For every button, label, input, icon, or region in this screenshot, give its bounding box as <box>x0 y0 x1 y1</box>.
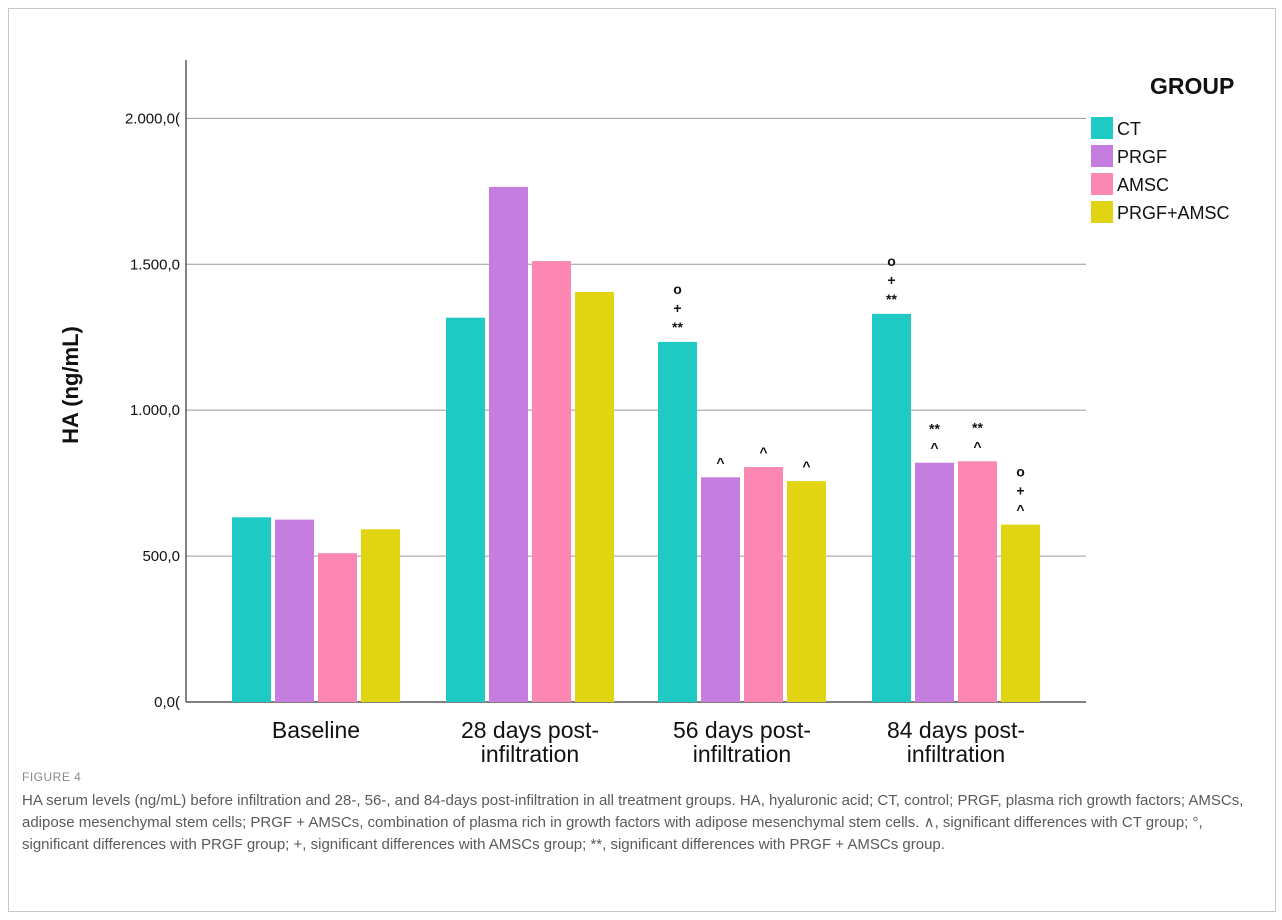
y-tick-label: 500,0 <box>142 548 180 565</box>
bar-prgf-amsc <box>575 291 614 702</box>
significance-mark: + <box>673 300 681 316</box>
figure-frame <box>8 8 1276 912</box>
figure-caption: FIGURE 4 HA serum levels (ng/mL) before … <box>22 770 1262 856</box>
bar-chart: 0,0(500,01.000,01.500,02.000,0( o+**^^^o… <box>58 60 1234 767</box>
category-label: 84 days post- <box>887 717 1025 743</box>
significance-mark: ** <box>972 419 983 435</box>
significance-mark: + <box>887 272 895 288</box>
category-label: 56 days post- <box>673 717 811 743</box>
bar-prgf-amsc <box>787 481 826 702</box>
legend-swatch <box>1091 173 1113 195</box>
legend: GROUP CT PRGF AMSC PRGF+AMSC <box>1091 73 1234 223</box>
significance-mark: o <box>673 281 682 297</box>
figure-label: FIGURE 4 <box>22 770 82 784</box>
figure-caption-text: HA serum levels (ng/mL) before infiltrat… <box>22 792 1244 853</box>
legend-entry-label: PRGF+AMSC <box>1117 203 1230 223</box>
category-label: infiltration <box>907 741 1005 767</box>
bar-amsc <box>318 553 357 702</box>
y-tick-label: 1.500,0 <box>130 256 180 273</box>
bar-ct <box>232 517 271 702</box>
category-label: infiltration <box>481 741 579 767</box>
significance-marks: o + ** ^ ^ ^ o + ** ** ^ ** ^ o + ^ <box>672 253 1025 518</box>
y-tick-labels: 0,0( 500,0 1.000,0 1.500,0 2.000,0( <box>125 110 180 711</box>
significance-mark: ^ <box>973 438 981 454</box>
category-label: infiltration <box>693 741 791 767</box>
bar-prgf <box>915 462 954 702</box>
significance-mark: ** <box>929 421 940 437</box>
legend-entry-label: CT <box>1117 119 1141 139</box>
significance-mark: ^ <box>930 440 938 456</box>
legend-swatch <box>1091 117 1113 139</box>
bar-ct <box>658 341 697 702</box>
bar-prgf <box>701 477 740 702</box>
category-label: Baseline <box>272 717 360 743</box>
significance-mark: ** <box>672 319 683 335</box>
bar-prgf-amsc <box>361 529 400 702</box>
significance-mark: o <box>1016 464 1025 480</box>
bar-amsc <box>744 467 783 702</box>
bar-ct <box>872 313 911 702</box>
y-tick-label: 0,0( <box>154 694 180 711</box>
y-axis-label: HA (ng/mL) <box>58 326 83 444</box>
legend-title: GROUP <box>1150 73 1234 99</box>
significance-mark: ^ <box>1016 502 1024 518</box>
significance-mark: ** <box>886 291 897 307</box>
legend-entry-label: AMSC <box>1117 175 1169 195</box>
bar-prgf <box>275 519 314 702</box>
bar-prgf <box>489 186 528 702</box>
significance-mark: ^ <box>759 444 767 460</box>
legend-entry-label: PRGF <box>1117 147 1167 167</box>
significance-mark: ^ <box>802 458 810 474</box>
y-tick-label: 2.000,0( <box>125 110 180 127</box>
significance-mark: ^ <box>716 454 724 470</box>
legend-swatch <box>1091 201 1113 223</box>
bar-amsc <box>532 261 571 702</box>
bar-prgf-amsc <box>1001 524 1040 702</box>
bar-ct <box>446 317 485 702</box>
significance-mark: + <box>1016 483 1024 499</box>
y-tick-label: 1.000,0 <box>130 402 180 419</box>
bar-amsc <box>958 461 997 702</box>
bars <box>232 186 1040 702</box>
legend-swatch <box>1091 145 1113 167</box>
significance-mark: o <box>887 253 896 269</box>
category-label: 28 days post- <box>461 717 599 743</box>
